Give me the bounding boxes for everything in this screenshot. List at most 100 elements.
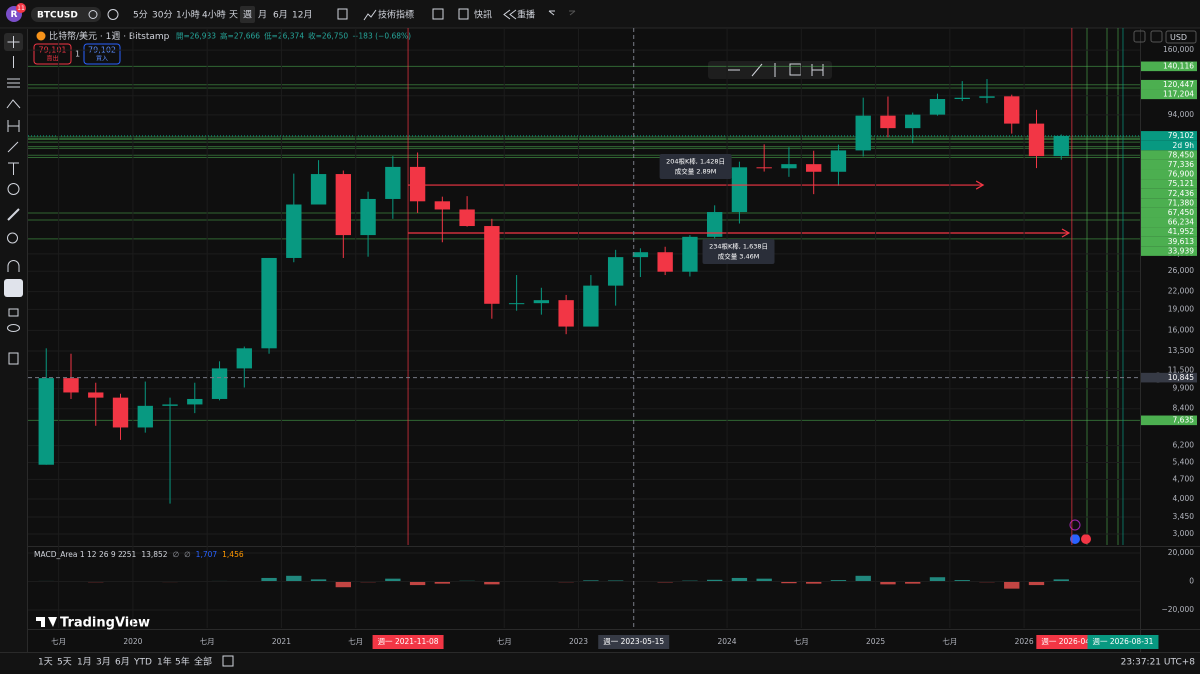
replay[interactable]: 重播	[517, 9, 535, 21]
candle-body	[806, 164, 821, 172]
candle-body	[1029, 124, 1044, 156]
x-tick-label: 七月	[794, 637, 809, 646]
x-tick-label: 七月	[497, 637, 512, 646]
candle-body	[63, 378, 78, 392]
badge-count: 11	[17, 5, 25, 12]
buy-label: 買入	[96, 56, 108, 63]
interval[interactable]: 天	[229, 11, 238, 21]
interval[interactable]: 30分	[152, 10, 172, 21]
candle-body	[311, 174, 326, 204]
interval[interactable]: 1小時	[176, 10, 200, 21]
spread: 1	[75, 50, 80, 59]
price-label: 71,380	[1168, 198, 1194, 207]
indicator-readout: 13,852	[141, 550, 167, 559]
range[interactable]: 6月	[115, 657, 130, 668]
alerts[interactable]: 快訊	[474, 9, 492, 21]
indicator-readout: ∅	[184, 550, 191, 559]
histogram-bar	[410, 582, 425, 586]
indicators[interactable]: 技術指標	[378, 9, 414, 21]
y-tick-label: −20,000	[1161, 605, 1194, 614]
price-label: 117,204	[1163, 90, 1194, 99]
candle-body	[459, 209, 474, 226]
histogram-bar	[1029, 582, 1044, 586]
histogram-bar	[261, 578, 276, 582]
histogram-bar	[856, 576, 871, 582]
range[interactable]: 全部	[194, 656, 212, 668]
y-tick-label: 16,000	[1168, 325, 1194, 334]
candle-body	[856, 116, 871, 151]
range[interactable]: 5年	[175, 656, 190, 668]
interval[interactable]: 月	[258, 10, 267, 21]
candle-body	[39, 378, 54, 465]
tool-lock-draw[interactable]	[4, 279, 23, 297]
interval[interactable]: 12月	[292, 10, 312, 21]
price-label: 41,952	[1168, 227, 1194, 236]
measure-bars: 234根K棒, 1,638日	[709, 242, 768, 251]
range[interactable]: 3月	[96, 657, 111, 668]
candle-body	[484, 226, 499, 304]
range[interactable]: YTD	[133, 658, 152, 668]
range[interactable]: 1天	[38, 658, 53, 668]
series-title: 比特幣/美元 · 1週 · Bitstamp	[49, 30, 170, 42]
y-tick-label: 4,000	[1173, 494, 1195, 503]
range[interactable]: 5天	[57, 658, 72, 668]
candle-body	[1054, 136, 1069, 156]
histogram-bar	[286, 576, 301, 582]
drawing-toolbar	[0, 29, 27, 670]
indicator-readout: 1,707	[196, 550, 218, 559]
price-label: 7,635	[1173, 416, 1195, 425]
candle-body	[385, 167, 400, 199]
candle-body	[558, 300, 573, 326]
indicator-readout: 251	[122, 550, 137, 559]
price-label: 79,102	[1168, 131, 1194, 140]
indicator-readout: 1,456	[222, 550, 244, 559]
histogram-bar	[336, 582, 351, 588]
y-tick-label: 4,700	[1173, 474, 1195, 483]
x-tick-label: 2024	[717, 637, 736, 646]
candle-body	[905, 115, 920, 129]
y-tick-label: 3,000	[1173, 529, 1195, 538]
currency: USD	[1170, 33, 1187, 42]
clock: 23:37:21 UTC+8	[1121, 658, 1196, 668]
x-tick-label: 2025	[866, 637, 885, 646]
histogram-bar	[1004, 582, 1019, 589]
event-icon[interactable]	[1081, 534, 1091, 544]
interval[interactable]: 6月	[273, 10, 288, 21]
y-tick-label: 26,000	[1168, 266, 1194, 275]
coin-icon	[37, 32, 46, 41]
y-tick-label: 22,000	[1168, 287, 1194, 296]
y-tick-label: 3,450	[1173, 512, 1195, 521]
y-tick-label: 13,500	[1168, 346, 1194, 355]
measure-bars: 204根K棒, 1,428日	[666, 157, 725, 166]
interval[interactable]: 週	[243, 10, 252, 21]
candle-body	[187, 399, 202, 404]
range[interactable]: 1年	[157, 656, 172, 668]
indicator-title: MACD_Area 1 12 26 9 2	[34, 550, 123, 559]
measure-volume: 成交量 3.46M	[718, 252, 760, 261]
y-tick-label: 20,000	[1168, 548, 1194, 557]
date-marker-label: 週一 2021-11-08	[378, 637, 439, 646]
candle-body	[237, 348, 252, 368]
range[interactable]: 1月	[77, 657, 92, 668]
interval[interactable]: 4小時	[202, 10, 226, 21]
interval[interactable]: 5分	[133, 10, 148, 21]
price-label: 140,116	[1163, 62, 1194, 71]
histogram-bar	[732, 578, 747, 582]
price-label: 78,450	[1168, 150, 1194, 159]
price-label: 120,447	[1163, 80, 1194, 89]
ohlc-value: 高=27,666	[220, 31, 260, 41]
y-tick-label: 0	[1189, 577, 1194, 586]
x-tick-label: 七月	[200, 637, 215, 646]
crosshair-x-label: 週一 2023-05-15	[603, 637, 664, 646]
candle-body	[831, 150, 846, 171]
price-label: 10,845	[1168, 373, 1194, 382]
candle-body	[781, 164, 796, 168]
ohlc-value: 開=26,933	[176, 32, 216, 41]
candle-body	[286, 205, 301, 258]
candle-body	[732, 167, 747, 212]
y-tick-label: 5,400	[1173, 457, 1195, 466]
